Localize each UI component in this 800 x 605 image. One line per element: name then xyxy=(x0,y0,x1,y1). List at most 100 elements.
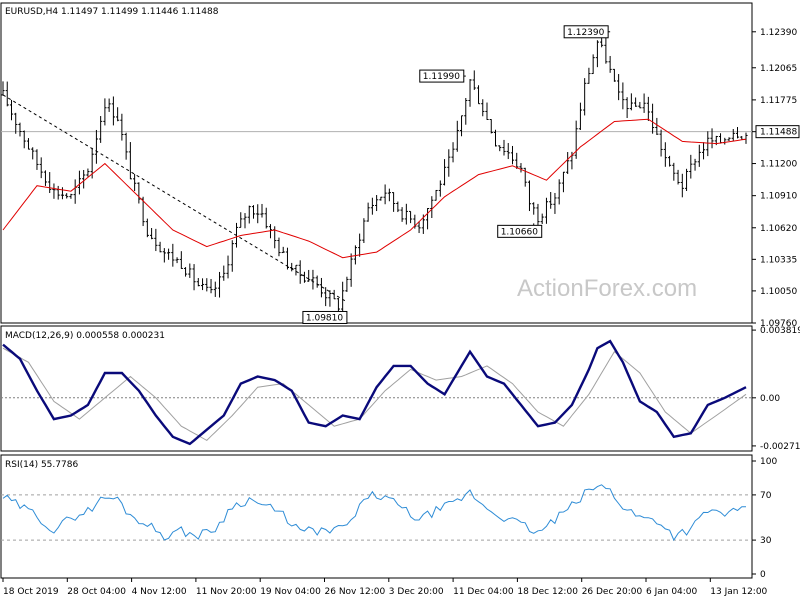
ohlc-bar xyxy=(472,70,476,90)
ohlc-bar xyxy=(655,117,659,135)
annotation-box xyxy=(419,69,465,83)
macd-tick-label: 0.00 xyxy=(760,394,780,404)
ohlc-bar xyxy=(689,154,693,179)
annotation-label: 1.09810 xyxy=(306,313,343,323)
ohlc-bar xyxy=(612,68,616,82)
price-tick-label: 1.10335 xyxy=(760,255,797,265)
ohlc-bar xyxy=(111,96,115,126)
ohlc-bar xyxy=(107,98,111,112)
ohlc-bar xyxy=(493,129,498,147)
price-tick-label: 1.12390 xyxy=(760,28,797,38)
ohlc-bar xyxy=(247,205,251,224)
ohlc-bar xyxy=(510,145,515,165)
ohlc-bar xyxy=(438,180,442,197)
x-tick-label: 19 Nov 04:00 xyxy=(260,587,321,597)
ohlc-bar xyxy=(561,171,566,193)
ohlc-bar xyxy=(532,202,536,215)
ohlc-bar xyxy=(396,201,400,213)
ohlc-bar xyxy=(442,159,447,186)
ohlc-bar xyxy=(256,204,260,224)
x-axis: 18 Oct 2019 28 Oct 04:00 4 Nov 12:00 11 Nov… xyxy=(2,578,768,597)
annotation-label: 1.11990 xyxy=(423,72,460,82)
ohlc-bar xyxy=(18,122,22,137)
ohlc-bar xyxy=(723,137,727,145)
ohlc-bar xyxy=(150,227,154,240)
ohlc-bar xyxy=(175,257,179,264)
ohlc-bar xyxy=(366,202,370,222)
ohlc-bar xyxy=(536,203,540,229)
x-tick-label: 26 Nov 12:00 xyxy=(325,587,386,597)
price-panel-frame xyxy=(0,2,753,324)
ohlc-bar xyxy=(192,264,196,291)
ohlc-bar xyxy=(294,264,298,276)
ohlc-bar xyxy=(417,221,421,234)
ohlc-bar xyxy=(205,278,209,292)
macd-panel-frame xyxy=(0,325,753,452)
x-tick-label: 6 Jan 04:00 xyxy=(646,587,698,597)
x-tick-label: 4 Nov 12:00 xyxy=(132,587,187,597)
ohlc-bar xyxy=(362,218,366,244)
ohlc-bar xyxy=(697,144,701,167)
ohlc-bar xyxy=(251,205,256,219)
ohlc-bar xyxy=(574,120,578,159)
ohlc-bar xyxy=(9,99,14,121)
ohlc-bar xyxy=(455,120,459,152)
ohlc-bar xyxy=(311,269,315,290)
trendline xyxy=(2,94,348,303)
ohlc-bar xyxy=(595,40,599,68)
ohlc-bar xyxy=(226,255,230,279)
ohlc-bar xyxy=(744,132,748,144)
ohlc-bar xyxy=(260,203,264,218)
ohlc-bar xyxy=(43,170,48,186)
ohlc-bar xyxy=(99,116,103,143)
ohlc-bar xyxy=(383,184,387,205)
price-tick-label: 1.11775 xyxy=(760,96,797,106)
ohlc-bar xyxy=(120,113,124,141)
ohlc-bar xyxy=(544,197,549,224)
ohlc-bar xyxy=(392,192,396,212)
ohlc-bar xyxy=(557,179,561,205)
ohlc-bar xyxy=(617,74,621,101)
macd-tick-label: 0.003819 xyxy=(760,326,800,336)
ohlc-bar xyxy=(566,152,570,175)
ohlc-bar xyxy=(332,289,336,300)
ohlc-bar xyxy=(56,185,60,200)
ohlc-bar xyxy=(646,96,650,121)
ohlc-bar xyxy=(60,187,65,200)
ohlc-bar xyxy=(264,207,268,229)
ohlc-bar xyxy=(188,263,192,278)
ohlc-bar xyxy=(222,265,226,281)
ohlc-bar xyxy=(498,145,502,152)
ohlc-bar xyxy=(706,131,710,157)
ohlc-bar xyxy=(128,142,132,180)
ohlc-bar xyxy=(281,246,285,254)
ohlc-bar xyxy=(239,212,243,228)
price-tick-label: 1.11488 xyxy=(760,128,797,138)
watermark-text: ActionForex.com xyxy=(517,275,697,302)
ohlc-bar xyxy=(727,137,731,141)
ohlc-bar xyxy=(667,155,672,167)
rsi-line xyxy=(2,484,747,542)
ohlc-bar xyxy=(14,112,18,134)
ohlc-bar xyxy=(358,233,362,257)
rsi-label: RSI(14) 55.7786 xyxy=(5,460,78,470)
ohlc-bar xyxy=(650,103,655,134)
moving-average-line xyxy=(2,118,747,259)
x-tick-label: 3 Dec 20:00 xyxy=(389,587,444,597)
ohlc-bar xyxy=(680,173,684,198)
ohlc-bar xyxy=(145,218,149,238)
ohlc-bar xyxy=(82,169,86,189)
ohlc-bar xyxy=(243,213,247,229)
x-tick-label: 13 Jan 12:00 xyxy=(710,587,767,597)
ohlc-bar xyxy=(103,98,107,126)
ohlc-bar xyxy=(39,157,43,179)
ohlc-bar xyxy=(285,247,290,270)
ohlc-bar xyxy=(459,115,464,137)
macd-signal-line xyxy=(2,347,747,442)
ohlc-bar xyxy=(1,81,5,96)
ohlc-bar xyxy=(341,281,345,312)
ohlc-bar xyxy=(425,207,430,230)
ohlc-bar xyxy=(553,192,557,214)
